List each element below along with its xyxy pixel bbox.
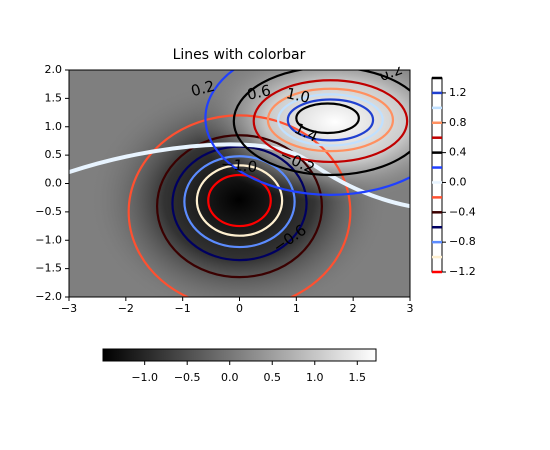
y-tick-label: −1.5 [35, 262, 62, 275]
contour-line [266, 87, 395, 153]
x-tick-label: −2 [118, 302, 134, 315]
colorbar-tick-label: 0.8 [449, 116, 467, 129]
colorbar-tick-label: −1.0 [131, 371, 158, 384]
colorbar-tick-label: 0.4 [449, 146, 467, 159]
y-tick-label: 0.5 [45, 148, 63, 161]
colorbar-tick-label: 0.5 [263, 371, 281, 384]
contour-line [183, 155, 296, 249]
y-tick-label: 1.0 [45, 120, 63, 133]
contour-line [295, 102, 360, 135]
plot-area [69, 70, 410, 297]
colorbar-tick-label: 1.0 [306, 371, 324, 384]
contour-line [252, 79, 409, 164]
contour-line [207, 173, 272, 228]
contour-line [204, 70, 410, 196]
contour-label: 0.2 [189, 77, 217, 101]
contour-line [171, 145, 308, 262]
x-tick-label: 2 [350, 302, 357, 315]
contour-line [232, 70, 410, 177]
contour-label: 0.6 [245, 81, 272, 104]
y-tick-label: 1.5 [45, 91, 63, 104]
colorbar-tick-label: 1.5 [349, 371, 367, 384]
contour-line [69, 142, 410, 209]
x-tick-label: −3 [61, 302, 77, 315]
contour-label: −1.0 [220, 155, 258, 176]
y-tick-label: 2.0 [45, 63, 63, 76]
y-tick-label: −0.5 [35, 205, 62, 218]
colorbar-tick-label: 1.2 [449, 86, 467, 99]
colorbar-tick-label: −0.4 [449, 205, 476, 218]
contours [69, 70, 410, 297]
colorbar-tick-label: −0.5 [174, 371, 201, 384]
colorbar-tick-label: −1.2 [449, 265, 476, 278]
x-tick-label: −1 [175, 302, 191, 315]
contour-line [277, 93, 384, 147]
contour-line [155, 134, 324, 279]
colorbar-tick-label: −0.8 [449, 235, 476, 248]
contour-line [195, 164, 284, 237]
x-tick-label: 3 [407, 302, 414, 315]
x-tick-label: 0 [236, 302, 243, 315]
colorbar-tick-label: 0.0 [221, 371, 239, 384]
colorbar-tick-label: 0.0 [449, 175, 467, 188]
contour-line [286, 98, 375, 142]
chart-title: Lines with colorbar [173, 47, 306, 63]
y-tick-label: −2.0 [35, 290, 62, 303]
y-tick-label: −1.0 [35, 233, 62, 246]
contour-label: 1.0 [285, 84, 312, 107]
contour-line [127, 114, 352, 297]
image-colorbar [102, 348, 377, 362]
y-tick-label: 0.0 [45, 177, 63, 190]
x-tick-label: 1 [293, 302, 300, 315]
